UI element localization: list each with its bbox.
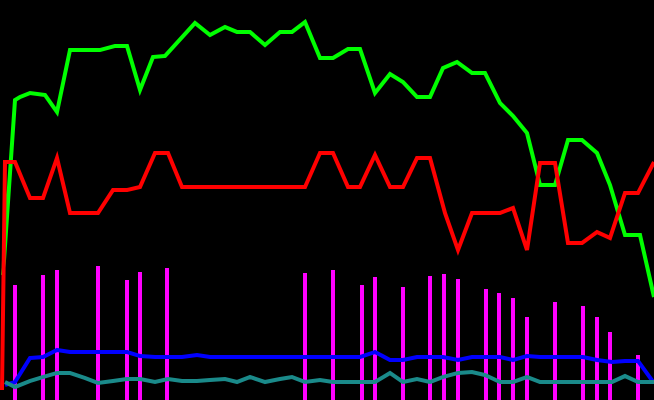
- bar: [373, 277, 377, 400]
- bar: [360, 285, 364, 400]
- bar: [55, 270, 59, 400]
- bar: [442, 274, 446, 400]
- bar: [553, 302, 557, 400]
- line-series: [0, 150, 654, 391]
- bar: [428, 276, 432, 400]
- bar: [608, 332, 612, 400]
- bar: [511, 298, 515, 400]
- bar: [401, 287, 405, 400]
- bar: [331, 270, 335, 400]
- bar: [456, 279, 460, 400]
- bar: [165, 268, 169, 400]
- line-series: [4, 369, 654, 390]
- bar: [497, 293, 501, 400]
- bar: [484, 289, 488, 400]
- line-series: [4, 347, 654, 387]
- bar: [13, 285, 17, 400]
- bar: [581, 306, 585, 400]
- bar: [41, 275, 45, 400]
- bar: [525, 317, 529, 400]
- bar: [636, 355, 640, 400]
- bar: [303, 273, 307, 400]
- bar: [96, 266, 100, 400]
- bar: [138, 272, 142, 400]
- line-series: [1, 18, 654, 298]
- bar: [125, 280, 129, 400]
